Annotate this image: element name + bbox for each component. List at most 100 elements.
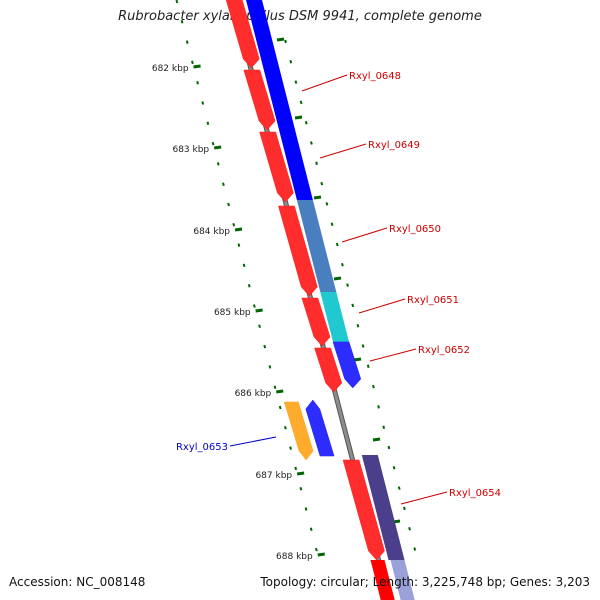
gene-arrow-rxyl-0648b-shine (243, 70, 276, 130)
gene-label-rxyl-0651: Rxyl_0651 (407, 295, 459, 306)
reverse-arrow-blue-shine (333, 342, 361, 388)
strand-guide-dot (294, 80, 298, 84)
map-title: Rubrobacter xylanophilus DSM 9941, compl… (118, 9, 482, 24)
scale-dot (196, 80, 199, 85)
strand-guide-dot (403, 506, 406, 511)
scale-dot (216, 162, 220, 166)
gene-label-rxyl-0654: Rxyl_0654 (449, 488, 501, 499)
strand-guide-dot (351, 303, 355, 308)
strand-tick-mark (333, 276, 342, 281)
tick-mark (255, 308, 263, 313)
strand-guide-dot (413, 547, 417, 551)
scale-dot (180, 20, 184, 24)
tick-mark (276, 389, 284, 394)
strand-guide-dot (284, 39, 287, 44)
scale-dot (232, 223, 236, 227)
scale-dot (289, 446, 292, 450)
strand-guide-dot (408, 526, 411, 531)
scale-dot (242, 263, 246, 268)
gene-arrow-rxyl-0650-shine (278, 206, 318, 296)
strand-tick-mark (294, 115, 303, 120)
tick-label: 683 kbp (172, 145, 209, 155)
scale-dot (222, 182, 225, 186)
tick-mark (213, 145, 222, 150)
tick-label: 686 kbp (235, 389, 272, 399)
strand-tick-mark (276, 37, 285, 42)
genome-stats-text: Topology: circular; Length: 3,225,748 bp… (260, 575, 590, 589)
reverse-block-lavender (390, 560, 415, 600)
tick-label: 684 kbp (193, 227, 230, 237)
gene-label-rxyl-0648: Rxyl_0648 (349, 71, 401, 82)
tick-mark (234, 227, 243, 232)
gene-label-rxyl-0653: Rxyl_0653 (176, 442, 228, 453)
scale-dot (227, 202, 230, 207)
gene-arrow-rxyl-0652-shine (314, 348, 342, 392)
strand-guide-dot (335, 242, 339, 247)
scale-dot (273, 385, 277, 389)
strand-guide-dot (320, 181, 324, 186)
strand-guide-dot (377, 405, 380, 409)
strand-tick-mark (313, 195, 322, 200)
scale-dot (294, 466, 298, 471)
scale-dot (211, 141, 215, 146)
scale-dot (315, 547, 318, 552)
gene-arrow-rxyl-0653-shine (305, 400, 335, 456)
gene-label-rxyl-0650: Rxyl_0650 (389, 224, 441, 235)
reverse-block-purple (361, 455, 405, 560)
scale-dot (299, 486, 303, 491)
scale-dot (185, 40, 189, 44)
scale-dot (206, 121, 210, 126)
gene-label-rxyl-0649: Rxyl_0649 (368, 140, 420, 151)
reverse-block-cyan (320, 292, 350, 342)
scale-dot (278, 405, 282, 410)
gene-leader-line (341, 227, 388, 243)
strand-guide-dot (366, 364, 370, 369)
tick-label: 685 kbp (214, 308, 251, 318)
scale-dot (247, 283, 251, 288)
strand-guide-dot (392, 466, 396, 470)
scale-dot (304, 507, 308, 511)
tick-mark (193, 64, 201, 69)
tick-label: 682 kbp (152, 64, 189, 74)
strand-tick-mark (372, 437, 381, 442)
gene-leader-line (358, 298, 406, 314)
scale-dot (263, 344, 267, 349)
strand-guide-dot (315, 161, 318, 166)
tick-label: 687 kbp (255, 471, 292, 481)
strand-tick-mark (353, 357, 362, 362)
scale-dot (284, 426, 287, 430)
strand-guide-dot (299, 100, 303, 105)
accession-text: Accession: NC_008148 (9, 575, 146, 589)
scale-dot (268, 365, 272, 369)
gene-arrow-rxyl-0649-shine (259, 132, 294, 202)
strand-guide-dot (382, 425, 386, 429)
gene-arrow-rxyl-0651-shine (301, 298, 331, 346)
strand-guide-dot (310, 141, 313, 145)
scale-dot (175, 0, 179, 4)
gene-leader-line (301, 74, 348, 92)
scale-dot (309, 527, 313, 532)
strand-guide-dot (325, 202, 329, 206)
strand-guide-dot (346, 283, 349, 287)
scale-dot (253, 304, 256, 308)
gene-leader-line (369, 348, 417, 362)
scale-dot (237, 243, 241, 247)
gene-arrow-orange-shine (284, 402, 314, 460)
gene-label-rxyl-0652: Rxyl_0652 (418, 345, 470, 356)
gene-leader-line (229, 436, 277, 447)
reverse-block-blue (245, 0, 313, 200)
gene-leader-line (400, 491, 448, 505)
strand-guide-dot (330, 222, 334, 226)
gene-arrow-rxyl-0648-shine (226, 0, 260, 68)
strand-guide-dot (387, 445, 391, 450)
strand-guide-dot (304, 120, 308, 125)
tick-mark (317, 552, 325, 557)
strand-guide-dot (341, 263, 344, 267)
strand-guide-dot (289, 60, 293, 64)
scale-dot (201, 101, 205, 105)
scale-dot (258, 324, 261, 329)
tick-mark (296, 471, 305, 476)
gene-leader-line (319, 143, 367, 159)
